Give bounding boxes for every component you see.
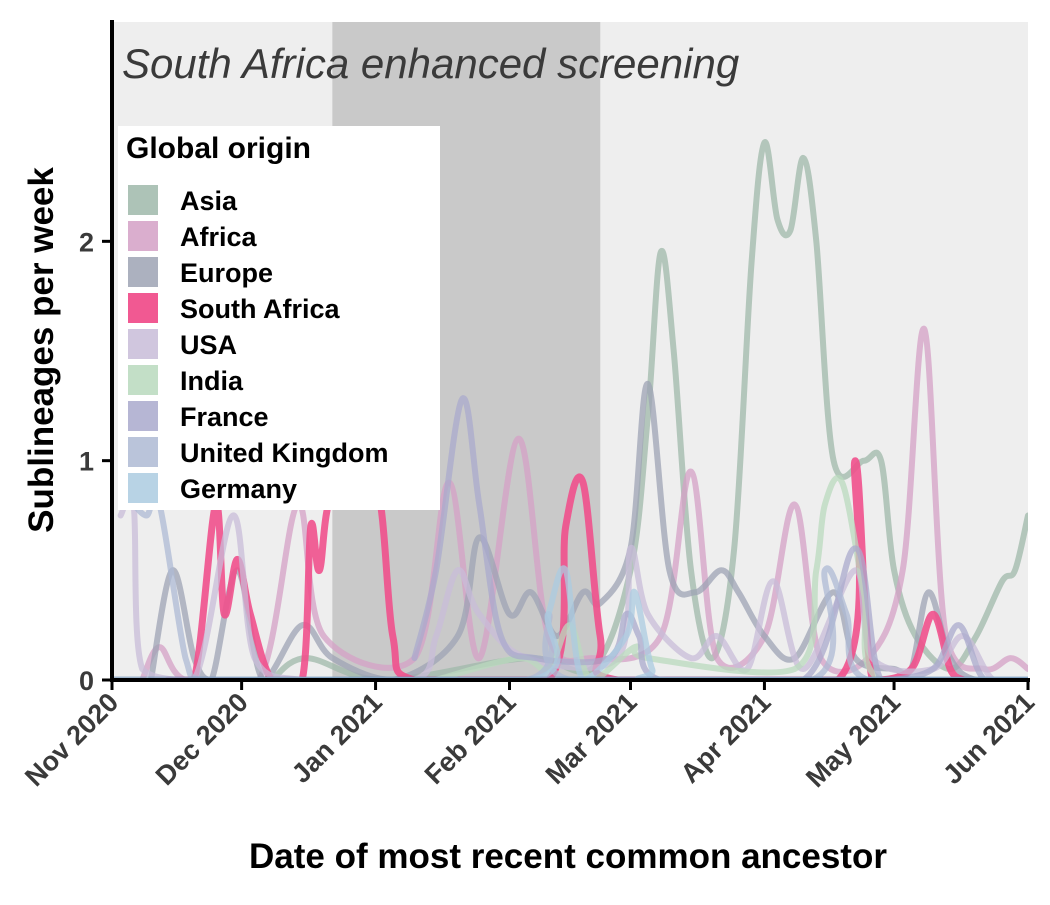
legend-swatch — [128, 329, 158, 359]
y-tick-label: 0 — [79, 666, 94, 696]
legend-swatch — [128, 257, 158, 287]
series-line-asia — [268, 139, 1028, 680]
legend-label: Asia — [180, 186, 238, 216]
legend-items: Asia Africa Europe South Africa USA India Fran… — [128, 185, 388, 504]
y-tick-label: 1 — [79, 447, 94, 477]
legend-label: United Kingdom — [180, 438, 388, 468]
x-tick-label: Mar 2021 — [540, 687, 643, 790]
x-tick-label: Jun 2021 — [937, 687, 1040, 790]
legend-label: South Africa — [180, 294, 340, 324]
y-tick-label: 2 — [79, 227, 94, 257]
legend-background — [118, 126, 440, 510]
y-ticks: 0 1 2 — [79, 227, 112, 696]
x-tick-label: May 2021 — [800, 687, 906, 793]
x-tick-label: Jan 2021 — [286, 687, 388, 789]
legend-label: USA — [180, 330, 237, 360]
legend-label: France — [180, 402, 269, 432]
y-axis-title: Sublineages per week — [22, 167, 61, 533]
legend-swatch — [128, 365, 158, 395]
x-axis-title: Date of most recent common ancestor — [249, 837, 887, 876]
legend-label: India — [180, 366, 244, 396]
x-tick-label: Dec 2020 — [150, 687, 254, 791]
legend-label: Germany — [180, 474, 297, 504]
x-tick-label: Feb 2021 — [419, 687, 522, 790]
x-ticks: Nov 2020 Dec 2020 Jan 2021 Feb 2021 Mar 2021… — [19, 680, 1040, 793]
legend-swatch — [128, 221, 158, 251]
legend-swatch — [128, 293, 158, 323]
legend-label: Africa — [180, 222, 258, 252]
panel-title: South Africa enhanced screening — [122, 40, 739, 87]
legend-swatch — [128, 437, 158, 467]
x-tick-label: Nov 2020 — [19, 687, 124, 792]
legend-swatch — [128, 401, 158, 431]
legend-swatch — [128, 473, 158, 503]
legend-swatch — [128, 185, 158, 215]
legend: Global origin Asia Africa Europe South Afri… — [118, 126, 440, 510]
series-line-france — [411, 395, 1028, 680]
legend-label: Europe — [180, 258, 273, 288]
legend-title: Global origin — [126, 132, 311, 165]
x-tick-label: Apr 2021 — [675, 687, 777, 789]
